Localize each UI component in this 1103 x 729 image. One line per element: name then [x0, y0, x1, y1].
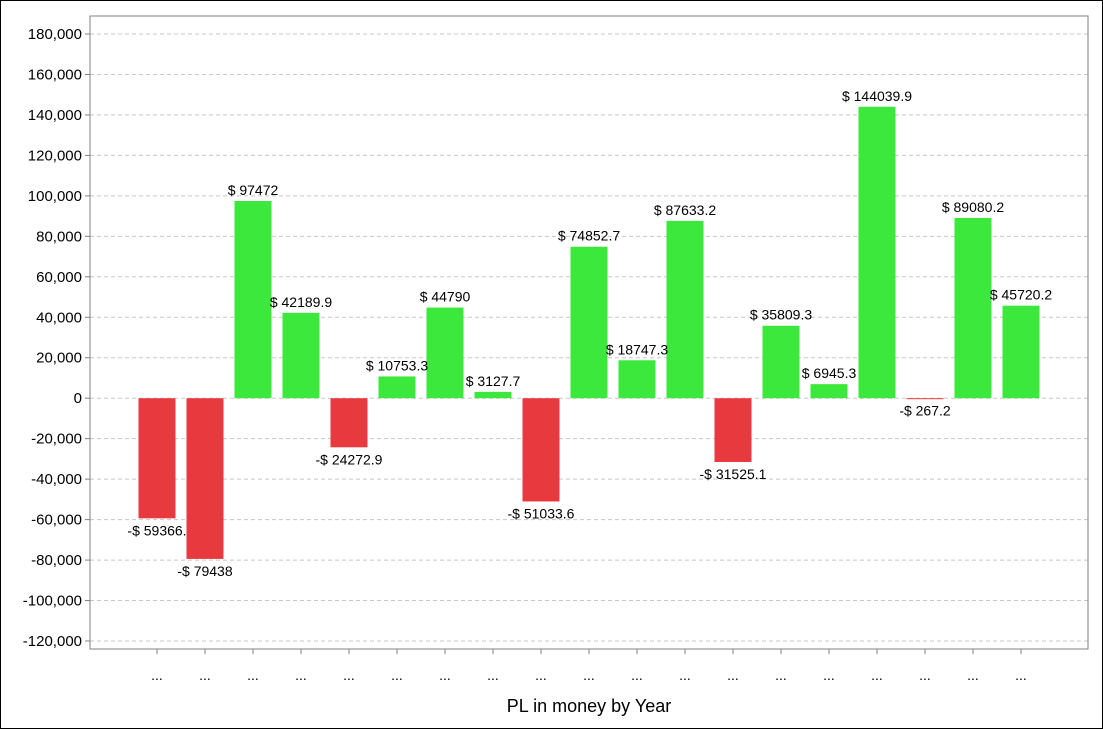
- data-label: $ 6945.3: [802, 365, 857, 381]
- y-tick-label: 140,000: [28, 107, 82, 124]
- x-tick-label: ...: [1015, 667, 1027, 683]
- x-tick-label: ...: [823, 667, 835, 683]
- y-tick-label: 120,000: [28, 147, 82, 164]
- y-tick-label: -80,000: [31, 552, 82, 569]
- bar: [474, 391, 512, 399]
- y-tick-label: -100,000: [23, 593, 82, 610]
- data-label: $ 3127.7: [466, 373, 521, 389]
- bar: [378, 376, 416, 399]
- data-label: -$ 267.2: [899, 403, 951, 419]
- bar: [714, 398, 752, 462]
- bar: [234, 200, 272, 399]
- data-label: $ 42189.9: [270, 294, 332, 310]
- bar: [858, 106, 896, 399]
- bar: [570, 246, 608, 399]
- y-tick-label: 100,000: [28, 188, 82, 205]
- data-label: $ 87633.2: [654, 202, 716, 218]
- y-tick-label: 0: [74, 390, 82, 407]
- data-label: $ 144039.9: [842, 88, 912, 104]
- bar: [810, 384, 848, 399]
- data-label: $ 97472: [228, 182, 279, 198]
- x-tick-label: ...: [583, 667, 595, 683]
- bar: [282, 312, 320, 399]
- bar: [666, 220, 704, 399]
- x-tick-label: ...: [199, 667, 211, 683]
- data-label: $ 89080.2: [942, 199, 1004, 215]
- x-tick-label: ...: [487, 667, 499, 683]
- x-tick-label: ...: [919, 667, 931, 683]
- data-label: -$ 24272.9: [316, 451, 383, 467]
- data-label: -$ 31525.1: [700, 466, 767, 482]
- x-tick-label: ...: [679, 667, 691, 683]
- data-label: $ 10753.3: [366, 357, 428, 373]
- bar: [330, 398, 368, 448]
- data-label: -$ 59366.: [127, 522, 186, 538]
- x-tick-label: ...: [535, 667, 547, 683]
- x-tick-label: ...: [871, 667, 883, 683]
- data-label: $ 44790: [420, 289, 471, 305]
- bar: [762, 325, 800, 399]
- bar: [1002, 305, 1040, 399]
- y-tick-label: -60,000: [31, 512, 82, 529]
- y-tick-label: -120,000: [23, 633, 82, 650]
- y-tick-label: 180,000: [28, 26, 82, 43]
- data-label: $ 45720.2: [990, 287, 1052, 303]
- y-tick-label: 40,000: [36, 309, 82, 326]
- x-tick-label: ...: [727, 667, 739, 683]
- x-tick-label: ...: [391, 667, 403, 683]
- x-axis-title: PL in money by Year: [507, 696, 671, 716]
- x-tick-label: ...: [967, 667, 979, 683]
- y-axis-ticks: -120,000 -100,000 -80,000 -60,000 -40,000 -20…: [23, 26, 90, 650]
- bar: [138, 398, 176, 519]
- bar: [906, 398, 944, 400]
- x-tick-label: ...: [439, 667, 451, 683]
- data-label: $ 74852.7: [558, 228, 620, 244]
- x-tick-label: ...: [631, 667, 643, 683]
- data-labels: -$ 59366. -$ 79438 $ 97472 $ 42189.9 -$ 2427…: [127, 88, 1052, 579]
- bars: [138, 106, 1040, 559]
- bar: [954, 217, 992, 399]
- y-tick-label: 80,000: [36, 228, 82, 245]
- y-tick-label: 160,000: [28, 66, 82, 83]
- bar: [618, 360, 656, 399]
- y-tick-label: -40,000: [31, 471, 82, 488]
- y-tick-label: 60,000: [36, 269, 82, 286]
- y-tick-label: -20,000: [31, 431, 82, 448]
- x-tick-label: ...: [295, 667, 307, 683]
- data-label: $ 35809.3: [750, 307, 812, 323]
- x-tick-label: ...: [151, 667, 163, 683]
- bar: [426, 307, 464, 399]
- y-tick-label: 20,000: [36, 350, 82, 367]
- x-tick-label: ...: [775, 667, 787, 683]
- bar: [186, 398, 224, 559]
- x-axis-ticks: ........................................…: [151, 649, 1027, 683]
- x-tick-label: ...: [343, 667, 355, 683]
- data-label: -$ 79438: [177, 563, 232, 579]
- x-tick-label: ...: [247, 667, 259, 683]
- data-label: -$ 51033.6: [508, 505, 575, 521]
- data-label: $ 18747.3: [606, 341, 668, 357]
- bar: [522, 398, 560, 502]
